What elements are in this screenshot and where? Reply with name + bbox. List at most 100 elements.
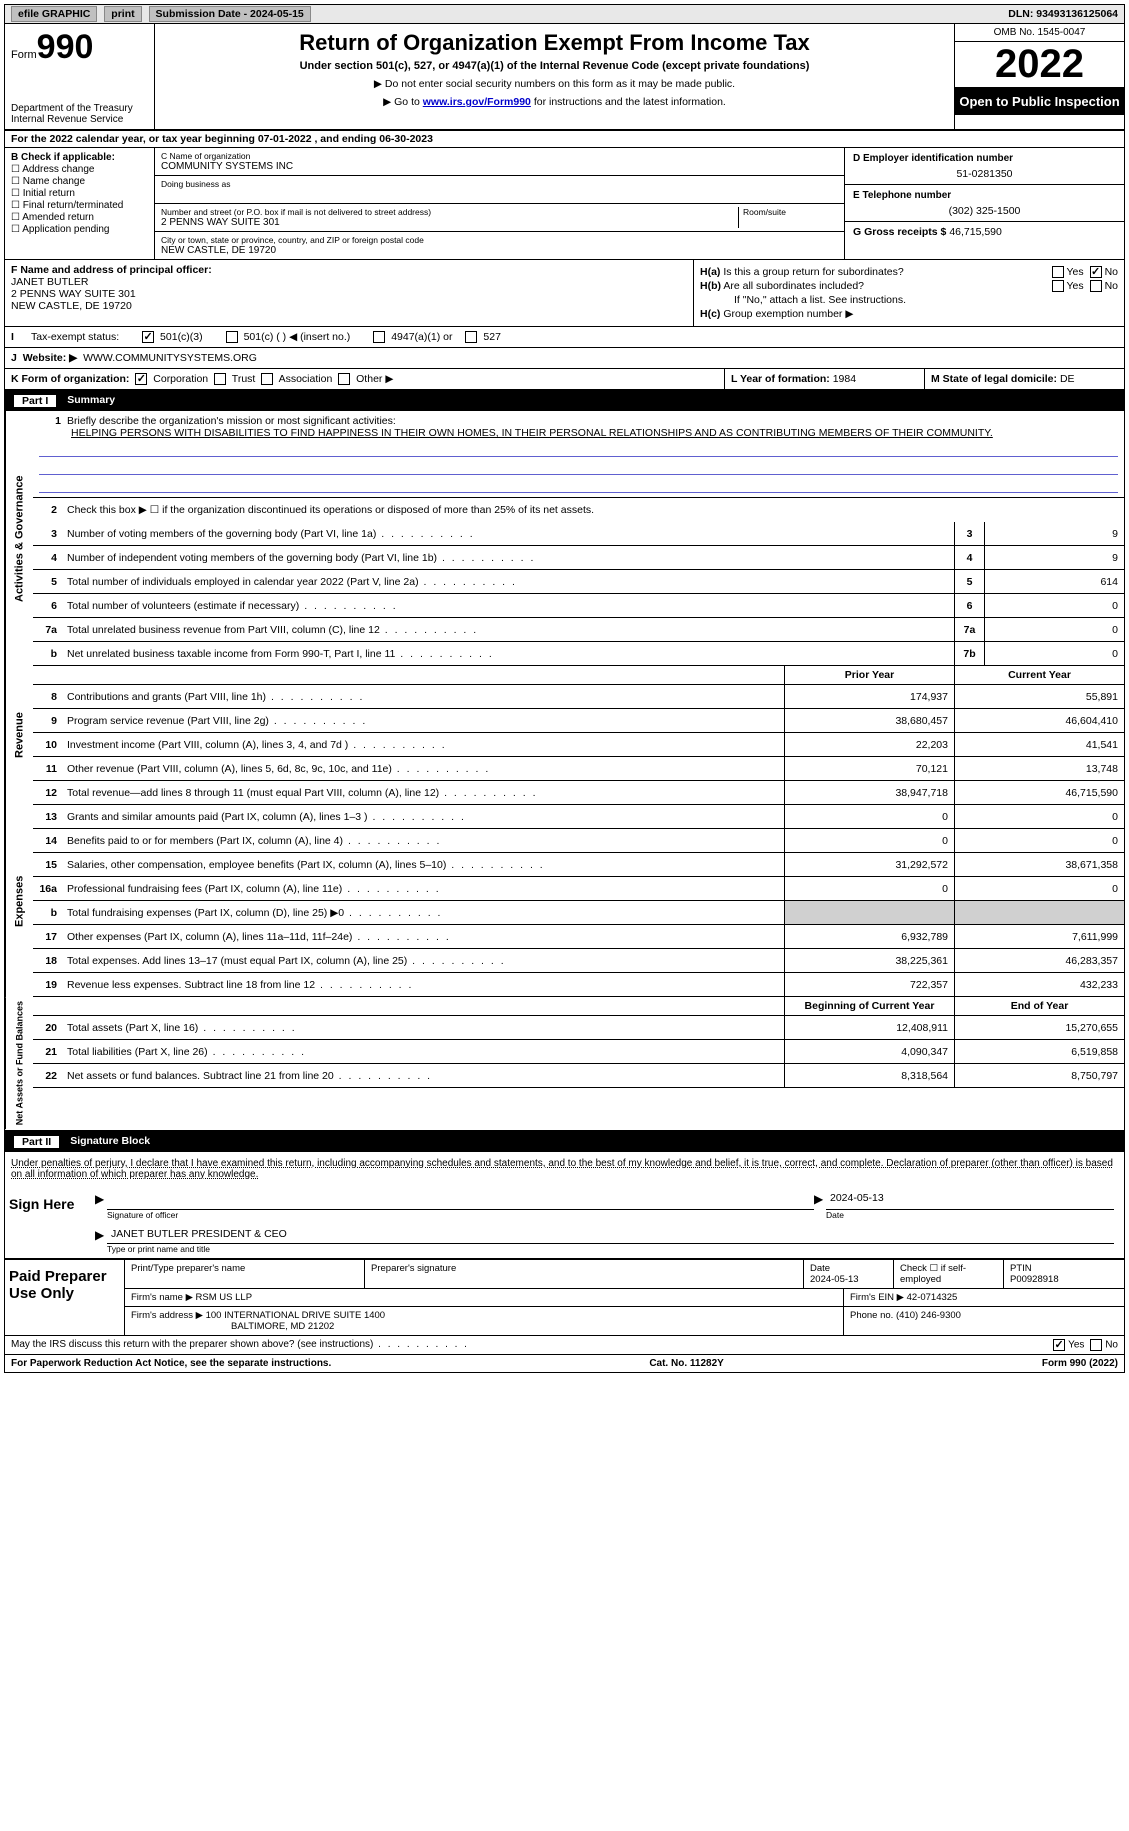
form-header: Form990 Department of the Treasury Inter… — [5, 24, 1124, 131]
tax-period: For the 2022 calendar year, or tax year … — [5, 131, 1124, 148]
discuss-yes[interactable] — [1053, 1339, 1065, 1351]
revenue-section: Revenue Prior YearCurrent Year 8Contribu… — [5, 666, 1124, 805]
sign-here-block: Sign Here Signature of officer 2024-05-1… — [5, 1186, 1124, 1259]
cb-name-change[interactable]: ☐ Name change — [11, 176, 148, 187]
form-container: efile GRAPHIC print Submission Date - 20… — [4, 4, 1125, 1373]
ha-yes[interactable] — [1052, 266, 1064, 278]
section-j: J Website: ▶ WWW.COMMUNITYSYSTEMS.ORG — [5, 348, 1124, 369]
side-netassets: Net Assets or Fund Balances — [5, 997, 33, 1129]
penalties-text: Under penalties of perjury, I declare th… — [5, 1152, 1124, 1186]
summary-line: 14Benefits paid to or for members (Part … — [33, 829, 1124, 853]
cb-trust[interactable] — [214, 373, 226, 385]
form-title: Return of Organization Exempt From Incom… — [161, 30, 948, 56]
summary-line: 4Number of independent voting members of… — [33, 546, 1124, 570]
sign-date: 2024-05-13 — [830, 1192, 884, 1204]
firm-addr: 100 INTERNATIONAL DRIVE SUITE 1400 — [206, 1310, 386, 1321]
cb-final-return[interactable]: ☐ Final return/terminated — [11, 200, 148, 211]
paid-preparer-block: Paid Preparer Use Only Print/Type prepar… — [5, 1259, 1124, 1336]
cb-assoc[interactable] — [261, 373, 273, 385]
mission-block: 1Briefly describe the organization's mis… — [33, 411, 1124, 498]
summary-line: 21Total liabilities (Part X, line 26)4,0… — [33, 1040, 1124, 1064]
cb-pending[interactable]: ☐ Application pending — [11, 224, 148, 235]
print-button[interactable]: print — [104, 6, 141, 22]
tax-year: 2022 — [955, 42, 1124, 88]
topbar: efile GRAPHIC print Submission Date - 20… — [5, 5, 1124, 24]
summary-line: 3Number of voting members of the governi… — [33, 522, 1124, 546]
dept-label: Department of the Treasury — [11, 103, 148, 114]
ptin: P00928918 — [1010, 1274, 1059, 1285]
ha-no[interactable] — [1090, 266, 1102, 278]
summary-line: 6Total number of volunteers (estimate if… — [33, 594, 1124, 618]
officer-name: JANET BUTLER PRESIDENT & CEO — [111, 1228, 287, 1240]
side-activities: Activities & Governance — [5, 411, 33, 666]
hb-yes[interactable] — [1052, 280, 1064, 292]
summary-line: 10Investment income (Part VIII, column (… — [33, 733, 1124, 757]
section-d: D Employer identification number51-02813… — [844, 148, 1124, 259]
summary-line: 16aProfessional fundraising fees (Part I… — [33, 877, 1124, 901]
discuss-no[interactable] — [1090, 1339, 1102, 1351]
note-ssn: Do not enter social security numbers on … — [161, 78, 948, 90]
summary-line: 12Total revenue—add lines 8 through 11 (… — [33, 781, 1124, 805]
netassets-section: Net Assets or Fund Balances Beginning of… — [5, 997, 1124, 1131]
section-klm: K Form of organization: Corporation Trus… — [5, 369, 1124, 391]
submission-date: Submission Date - 2024-05-15 — [149, 6, 311, 22]
cb-corp[interactable] — [135, 373, 147, 385]
form-number: 990 — [37, 28, 94, 66]
dln: DLN: 93493136125064 — [1008, 8, 1118, 20]
irs-label: Internal Revenue Service — [11, 114, 148, 125]
efile-badge: efile GRAPHIC — [11, 6, 97, 22]
summary-line: 22Net assets or fund balances. Subtract … — [33, 1064, 1124, 1088]
part1-header: Part I Summary — [5, 391, 1124, 411]
summary-line: 19Revenue less expenses. Subtract line 1… — [33, 973, 1124, 997]
cb-501c[interactable] — [226, 331, 238, 343]
omb-number: OMB No. 1545-0047 — [955, 24, 1124, 42]
summary-line: 8Contributions and grants (Part VIII, li… — [33, 685, 1124, 709]
org-city: NEW CASTLE, DE 19720 — [161, 245, 276, 256]
section-c: C Name of organizationCOMMUNITY SYSTEMS … — [155, 148, 844, 259]
inspection-badge: Open to Public Inspection — [955, 88, 1124, 115]
activities-section: Activities & Governance 1Briefly describ… — [5, 411, 1124, 666]
mission-text: HELPING PERSONS WITH DISABILITIES TO FIN… — [39, 427, 1118, 439]
cb-address-change[interactable]: ☐ Address change — [11, 164, 148, 175]
form-subtitle: Under section 501(c), 527, or 4947(a)(1)… — [161, 60, 948, 72]
cb-amended[interactable]: ☐ Amended return — [11, 212, 148, 223]
expenses-section: Expenses 13Grants and similar amounts pa… — [5, 805, 1124, 997]
org-name: COMMUNITY SYSTEMS INC — [161, 161, 293, 172]
cb-self-employed[interactable]: Check ☐ if self-employed — [900, 1263, 966, 1285]
part2-header: Part II Signature Block — [5, 1132, 1124, 1152]
firm-phone: (410) 246-9300 — [896, 1310, 961, 1321]
year-formation: 1984 — [833, 373, 856, 385]
section-f: F Name and address of principal officer:… — [5, 260, 694, 326]
telephone: (302) 325-1500 — [853, 205, 1116, 217]
section-i: I Tax-exempt status: 501(c)(3) 501(c) ( … — [5, 327, 1124, 348]
section-bcd-row: B Check if applicable: ☐ Address change … — [5, 148, 1124, 260]
cb-501c3[interactable] — [142, 331, 154, 343]
prep-date: 2024-05-13 — [810, 1274, 859, 1285]
firm-name: RSM US LLP — [196, 1292, 253, 1303]
side-revenue: Revenue — [5, 666, 33, 805]
summary-line: 11Other revenue (Part VIII, column (A), … — [33, 757, 1124, 781]
cb-527[interactable] — [465, 331, 477, 343]
irs-link[interactable]: www.irs.gov/Form990 — [423, 96, 531, 108]
summary-line: 9Program service revenue (Part VIII, lin… — [33, 709, 1124, 733]
state-domicile: DE — [1060, 373, 1075, 385]
summary-line: 5Total number of individuals employed in… — [33, 570, 1124, 594]
summary-line: 18Total expenses. Add lines 13–17 (must … — [33, 949, 1124, 973]
section-fh-row: F Name and address of principal officer:… — [5, 260, 1124, 327]
summary-line: 20Total assets (Part X, line 16)12,408,9… — [33, 1016, 1124, 1040]
side-expenses: Expenses — [5, 805, 33, 997]
firm-ein: 42-0714325 — [907, 1292, 958, 1303]
org-address: 2 PENNS WAY SUITE 301 — [161, 217, 280, 228]
summary-line: 17Other expenses (Part IX, column (A), l… — [33, 925, 1124, 949]
footer: For Paperwork Reduction Act Notice, see … — [5, 1355, 1124, 1372]
cb-4947[interactable] — [373, 331, 385, 343]
cb-initial-return[interactable]: ☐ Initial return — [11, 188, 148, 199]
gross-receipts: 46,715,590 — [949, 226, 1002, 238]
website: WWW.COMMUNITYSYSTEMS.ORG — [83, 352, 257, 364]
hb-no[interactable] — [1090, 280, 1102, 292]
form-label: Form — [11, 49, 37, 61]
section-h: H(a) Is this a group return for subordin… — [694, 260, 1124, 326]
discuss-row: May the IRS discuss this return with the… — [5, 1336, 1124, 1355]
cb-other[interactable] — [338, 373, 350, 385]
note-link: Go to www.irs.gov/Form990 for instructio… — [161, 96, 948, 108]
